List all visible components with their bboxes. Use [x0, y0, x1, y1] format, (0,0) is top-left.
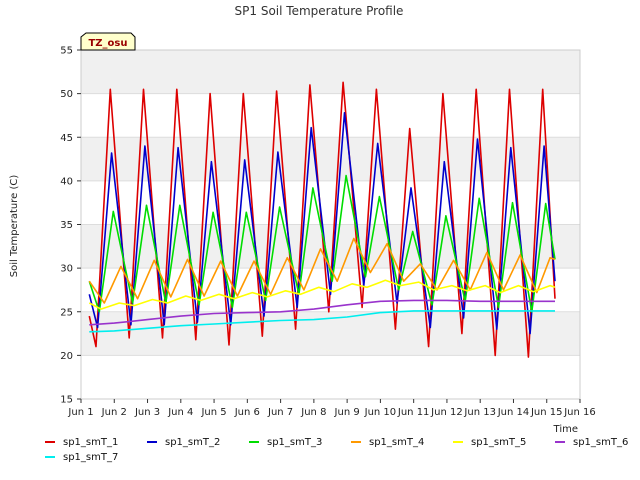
- legend-label: sp1_smT_3: [267, 437, 322, 448]
- series-line-sp1_smT_3: [88, 174, 556, 313]
- x-tick-label: Jun 4: [167, 407, 193, 418]
- y-tick-label: 50: [60, 89, 73, 100]
- legend-label: sp1_smT_4: [369, 437, 424, 448]
- y-axis-ticks: 15 20 25 30 35 40 45 50 55: [60, 46, 81, 406]
- x-tick-label: Jun 9: [334, 407, 360, 418]
- plot-band: [81, 50, 580, 94]
- x-tick-label: Jun 13: [463, 407, 496, 418]
- series-line-sp1_smT_5: [88, 279, 556, 310]
- legend-item-sp1_smT_5: sp1_smT_5: [453, 437, 526, 448]
- x-tick-label: Jun 6: [234, 407, 260, 418]
- x-tick-label: Jun 14: [497, 407, 530, 418]
- legend-label: sp1_smT_1: [63, 437, 118, 448]
- legend-item-sp1_smT_7: sp1_smT_7: [45, 452, 118, 463]
- badge-shape: [80, 32, 136, 51]
- legend-item-sp1_smT_4: sp1_smT_4: [351, 437, 424, 448]
- plot-band: [81, 137, 580, 181]
- y-tick-label: 55: [60, 46, 73, 57]
- y-tick-label: 40: [60, 176, 73, 187]
- y-tick-label: 35: [60, 220, 73, 231]
- series-layer: [88, 81, 556, 358]
- site-badge: TZ_osu: [80, 32, 136, 51]
- legend-item-sp1_smT_6: sp1_smT_6: [555, 437, 628, 448]
- x-tick-label: Jun 11: [397, 407, 430, 418]
- legend-item-sp1_smT_2: sp1_smT_2: [147, 437, 220, 448]
- series-line-sp1_smT_6: [89, 299, 555, 326]
- chart-title: SP1 Soil Temperature Profile: [235, 4, 404, 18]
- legend-label: sp1_smT_7: [63, 452, 118, 463]
- series-line-sp1_smT_4: [88, 237, 556, 304]
- x-tick-label: Jun 3: [134, 407, 160, 418]
- x-tick-label: Jun 5: [200, 407, 226, 418]
- legend: sp1_smT_1 sp1_smT_2 sp1_smT_3 sp1_smT_4 sp1_…: [45, 437, 628, 463]
- badge-label: TZ_osu: [88, 38, 127, 49]
- x-tick-label: Jun 15: [530, 407, 563, 418]
- y-axis-title: Soil Temperature (C): [9, 175, 20, 278]
- x-tick-label: Jun 16: [563, 407, 596, 418]
- plot-band: [81, 224, 580, 269]
- x-tick-label: Jun 2: [101, 407, 127, 418]
- series-line-sp1_smT_7: [89, 310, 555, 333]
- x-axis-ticks: Jun 1 Jun 2 Jun 3 Jun 4 Jun 5 Jun 6 Jun 7 Jun 8…: [67, 399, 596, 418]
- x-tick-label: Jun 1: [67, 407, 93, 418]
- y-tick-label: 45: [60, 133, 73, 144]
- legend-label: sp1_smT_6: [573, 437, 628, 448]
- y-tick-label: 30: [60, 264, 73, 275]
- legend-item-sp1_smT_1: sp1_smT_1: [45, 437, 118, 448]
- x-tick-label: Jun 12: [430, 407, 463, 418]
- series-line-sp1_smT_2: [88, 112, 556, 335]
- legend-label: sp1_smT_5: [471, 437, 526, 448]
- legend-item-sp1_smT_3: sp1_smT_3: [249, 437, 322, 448]
- y-tick-label: 25: [60, 307, 73, 318]
- legend-label: sp1_smT_2: [165, 437, 220, 448]
- x-axis-title: Time: [553, 424, 578, 435]
- y-tick-label: 20: [60, 351, 73, 362]
- x-tick-label: Jun 7: [267, 407, 293, 418]
- x-tick-label: Jun 8: [300, 407, 326, 418]
- x-tick-label: Jun 10: [364, 407, 397, 418]
- y-tick-label: 15: [60, 395, 73, 406]
